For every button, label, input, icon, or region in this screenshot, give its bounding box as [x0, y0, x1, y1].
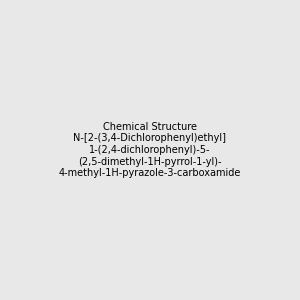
Text: Chemical Structure
N-[2-(3,4-Dichlorophenyl)ethyl]
1-(2,4-dichlorophenyl)-5-
(2,: Chemical Structure N-[2-(3,4-Dichlorophe… — [59, 122, 241, 178]
